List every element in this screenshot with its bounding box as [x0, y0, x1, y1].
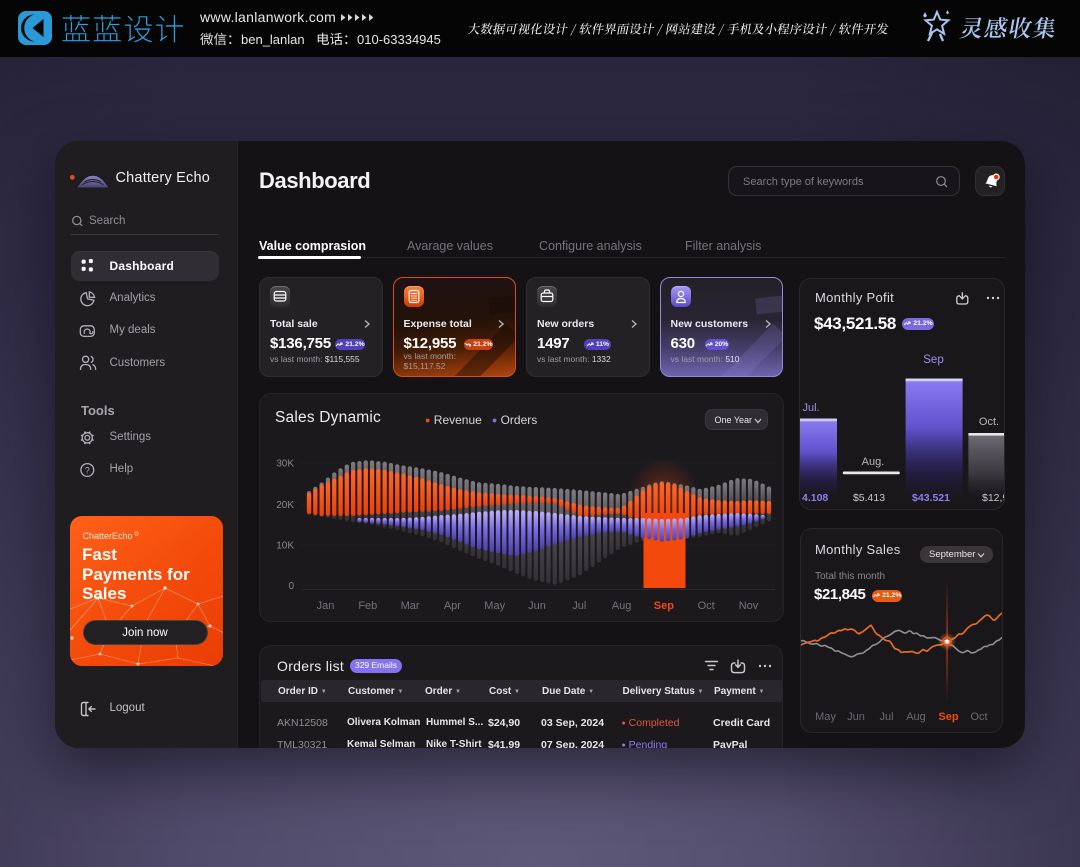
svg-text:Sep: Sep: [654, 600, 674, 612]
svg-text:Sep: Sep: [938, 711, 958, 723]
svg-text:Sep: Sep: [923, 354, 943, 366]
svg-text:Aug: Aug: [906, 711, 926, 723]
svg-text:May: May: [484, 600, 505, 612]
svg-text:Jul: Jul: [879, 711, 893, 723]
svg-text:Aug.: Aug.: [862, 456, 885, 468]
svg-text:Apr: Apr: [444, 600, 461, 612]
svg-text:Nov: Nov: [739, 600, 759, 612]
svg-text:Jul: Jul: [572, 600, 586, 612]
svg-text:10K: 10K: [276, 541, 294, 552]
svg-text:$12,98: $12,98: [982, 492, 1005, 504]
svg-text:Mar: Mar: [401, 600, 420, 612]
svg-text:30K: 30K: [276, 459, 294, 470]
svg-text:4.108: 4.108: [802, 492, 828, 504]
svg-text:$43.521: $43.521: [912, 492, 950, 504]
svg-text:Oct.: Oct.: [979, 416, 999, 428]
svg-text:$5.413: $5.413: [853, 492, 885, 504]
svg-text:Feb: Feb: [358, 600, 377, 612]
svg-text:Jun: Jun: [847, 711, 865, 723]
svg-text:Aug: Aug: [612, 600, 632, 612]
svg-text:20K: 20K: [276, 500, 294, 511]
svg-text:Oct: Oct: [970, 711, 987, 723]
svg-text:Oct: Oct: [698, 600, 715, 612]
svg-text:Jul.: Jul.: [803, 402, 820, 414]
svg-text:Jun: Jun: [528, 600, 546, 612]
svg-text:?: ?: [85, 466, 90, 476]
svg-text:Jan: Jan: [317, 600, 335, 612]
svg-text:0: 0: [288, 581, 294, 592]
svg-text:May: May: [815, 711, 836, 723]
